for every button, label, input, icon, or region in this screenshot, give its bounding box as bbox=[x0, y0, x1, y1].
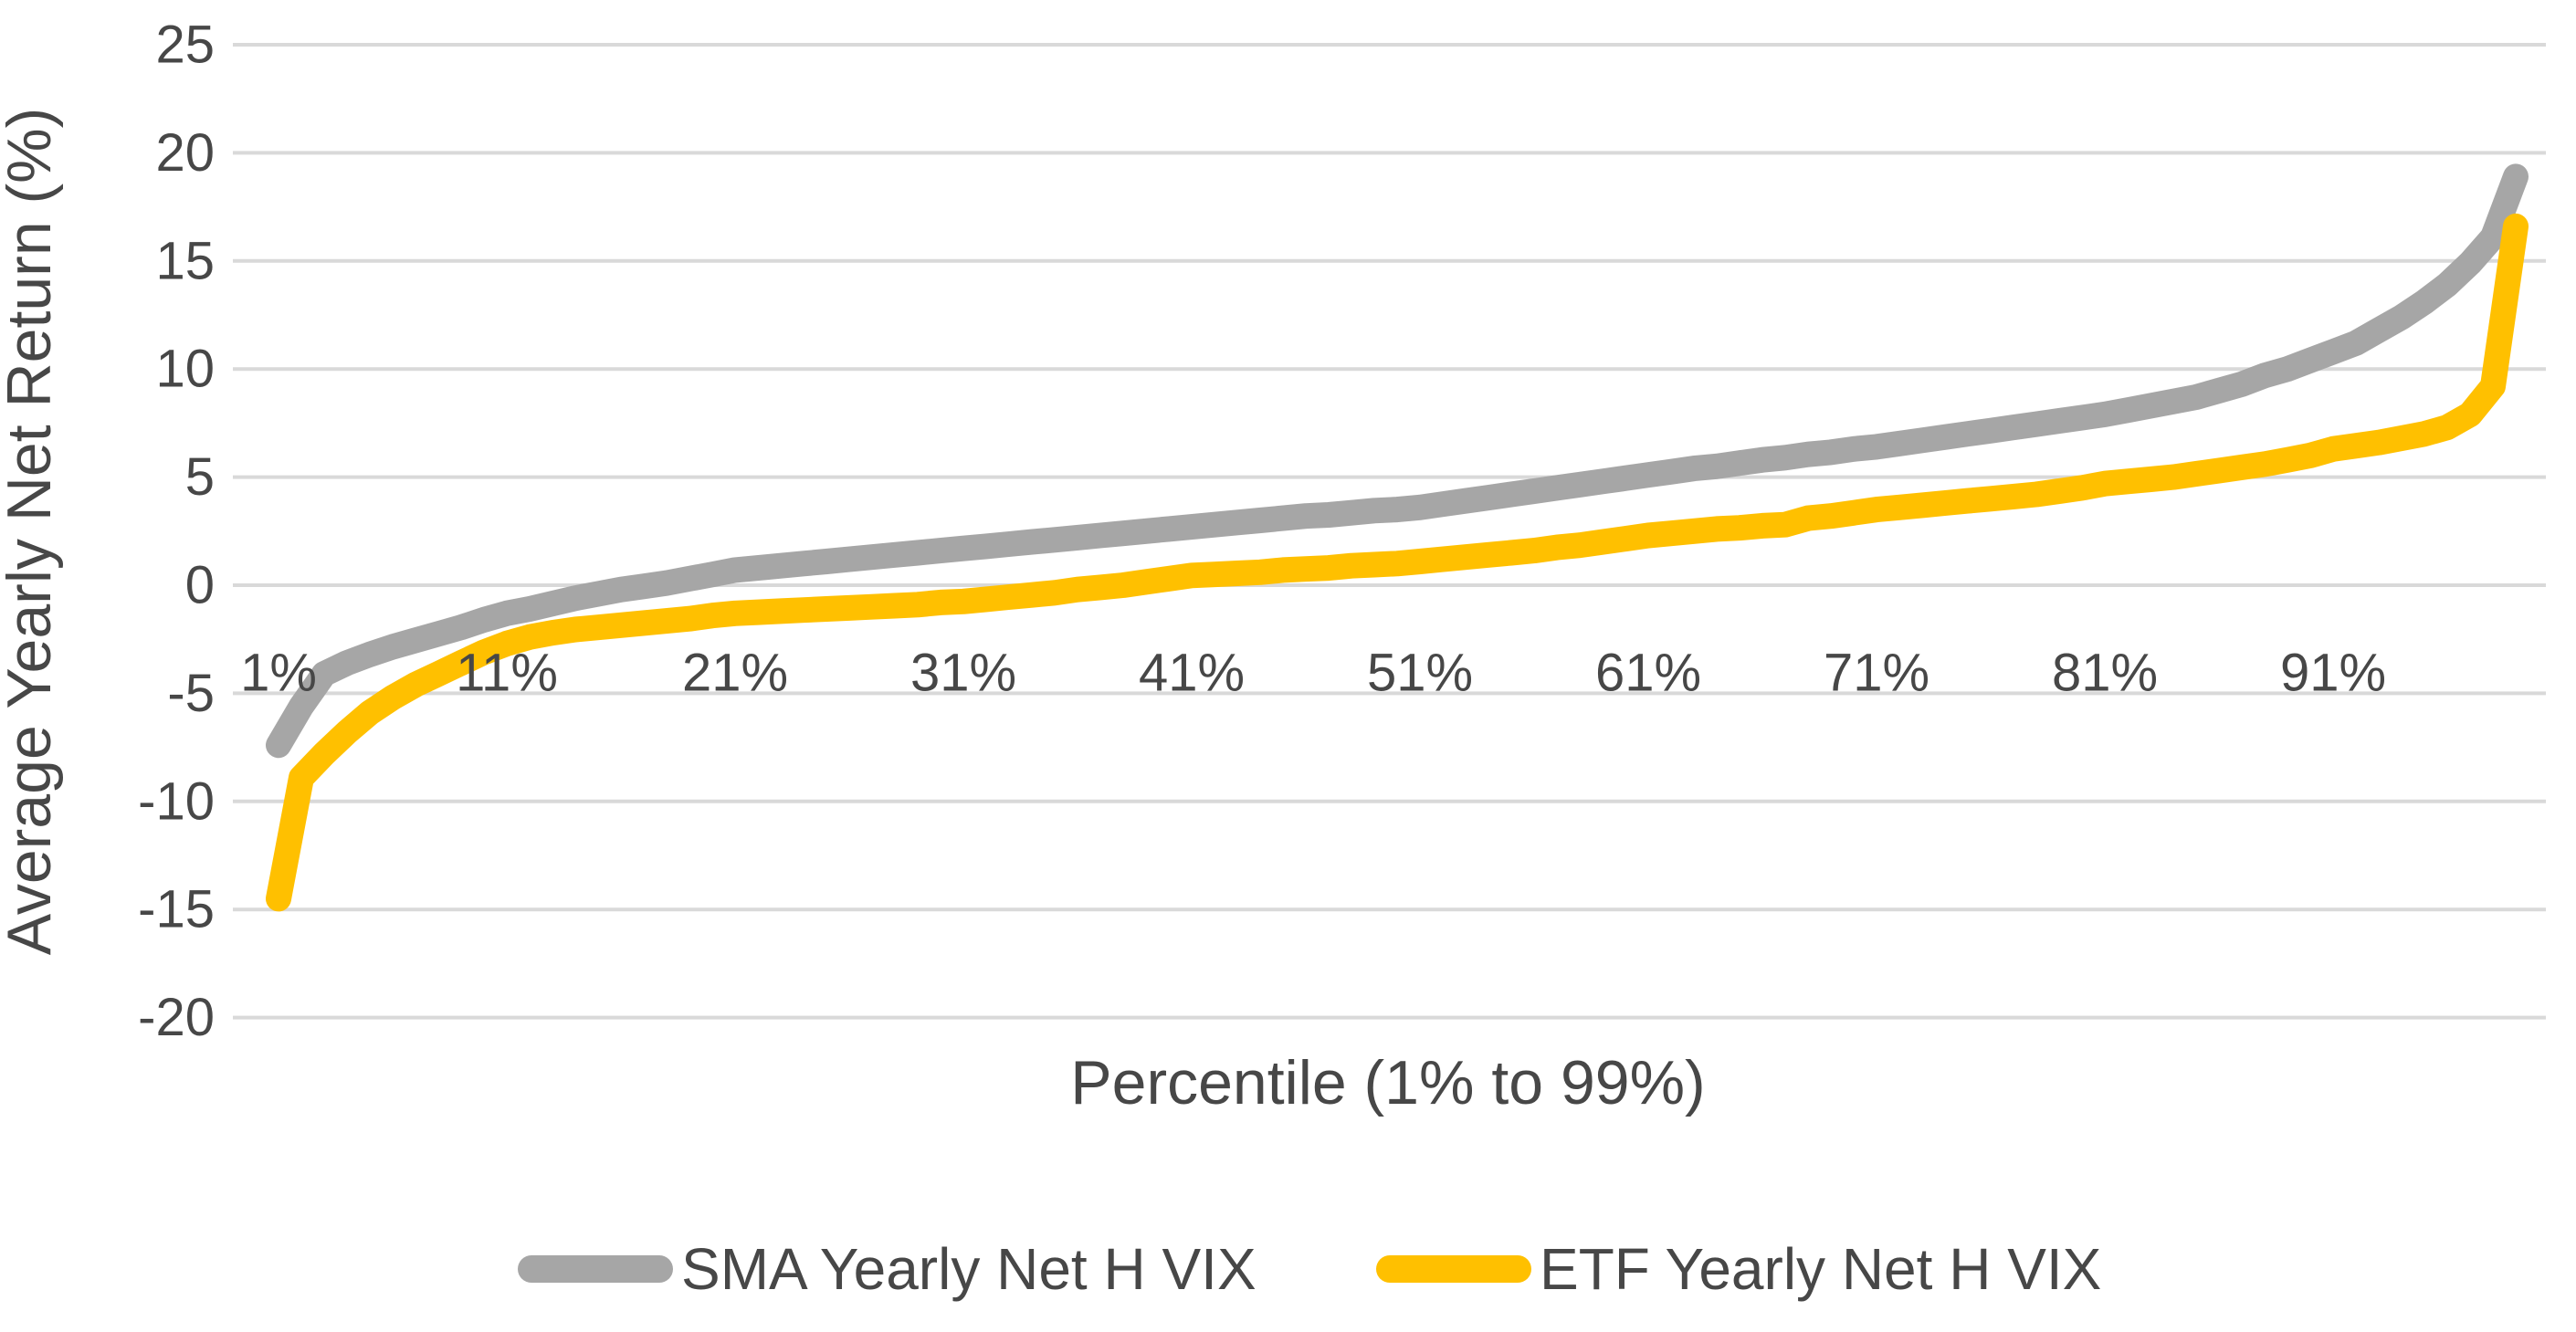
series-line-etf bbox=[266, 213, 2529, 912]
y-tick-label: 10 bbox=[155, 340, 215, 399]
x-tick-label: 51% bbox=[1367, 644, 1473, 703]
x-tick-label: 41% bbox=[1139, 644, 1245, 703]
series-lines bbox=[266, 163, 2529, 912]
y-tick-label: -20 bbox=[138, 988, 215, 1047]
x-tick-label: 71% bbox=[1824, 644, 1929, 703]
x-tick-label: 1% bbox=[240, 644, 317, 703]
y-axis-tick-labels: 25 20 15 10 5 0 -5 -10 -15 -20 bbox=[138, 16, 215, 1048]
x-tick-label: 21% bbox=[682, 644, 788, 703]
y-tick-label: 5 bbox=[185, 447, 215, 507]
legend: SMA Yearly Net H VIX ETF Yearly Net H VI… bbox=[518, 1236, 2101, 1302]
legend-label-etf: ETF Yearly Net H VIX bbox=[1540, 1236, 2101, 1302]
sma-line-swatch bbox=[518, 1255, 673, 1283]
y-tick-label: 15 bbox=[155, 231, 215, 290]
y-tick-label: 20 bbox=[155, 123, 215, 183]
x-axis-title: Percentile (1% to 99%) bbox=[1070, 1048, 1705, 1117]
x-tick-label: 91% bbox=[2280, 644, 2386, 703]
series-line-sma bbox=[266, 163, 2529, 759]
x-tick-label: 61% bbox=[1595, 644, 1701, 703]
y-tick-label: 0 bbox=[185, 556, 215, 615]
x-tick-label: 31% bbox=[910, 644, 1016, 703]
x-tick-label: 11% bbox=[456, 644, 558, 703]
y-tick-label: 25 bbox=[155, 16, 215, 75]
etf-line-swatch bbox=[1376, 1255, 1531, 1283]
legend-label-sma: SMA Yearly Net H VIX bbox=[681, 1236, 1256, 1302]
gridlines bbox=[233, 43, 2546, 1020]
x-axis-tick-labels: 1% 11% 21% 31% 41% 51% 61% 71% 81% 91% bbox=[240, 644, 2386, 703]
legend-item-sma: SMA Yearly Net H VIX bbox=[518, 1236, 1256, 1302]
y-tick-label: -10 bbox=[138, 771, 215, 831]
legend-item-etf: ETF Yearly Net H VIX bbox=[1376, 1236, 2101, 1302]
y-axis-title: Average Yearly Net Return (%) bbox=[0, 108, 64, 956]
y-tick-label: -5 bbox=[167, 664, 215, 723]
x-tick-label: 81% bbox=[2052, 644, 2158, 703]
y-tick-label: -15 bbox=[138, 880, 215, 939]
